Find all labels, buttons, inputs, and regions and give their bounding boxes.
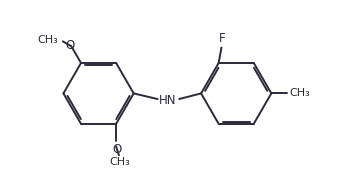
Text: O: O bbox=[65, 39, 74, 52]
Text: HN: HN bbox=[158, 94, 176, 107]
Text: CH₃: CH₃ bbox=[109, 157, 130, 167]
Text: CH₃: CH₃ bbox=[37, 35, 58, 45]
Text: F: F bbox=[219, 32, 225, 45]
Text: O: O bbox=[112, 143, 121, 156]
Text: CH₃: CH₃ bbox=[289, 88, 310, 98]
